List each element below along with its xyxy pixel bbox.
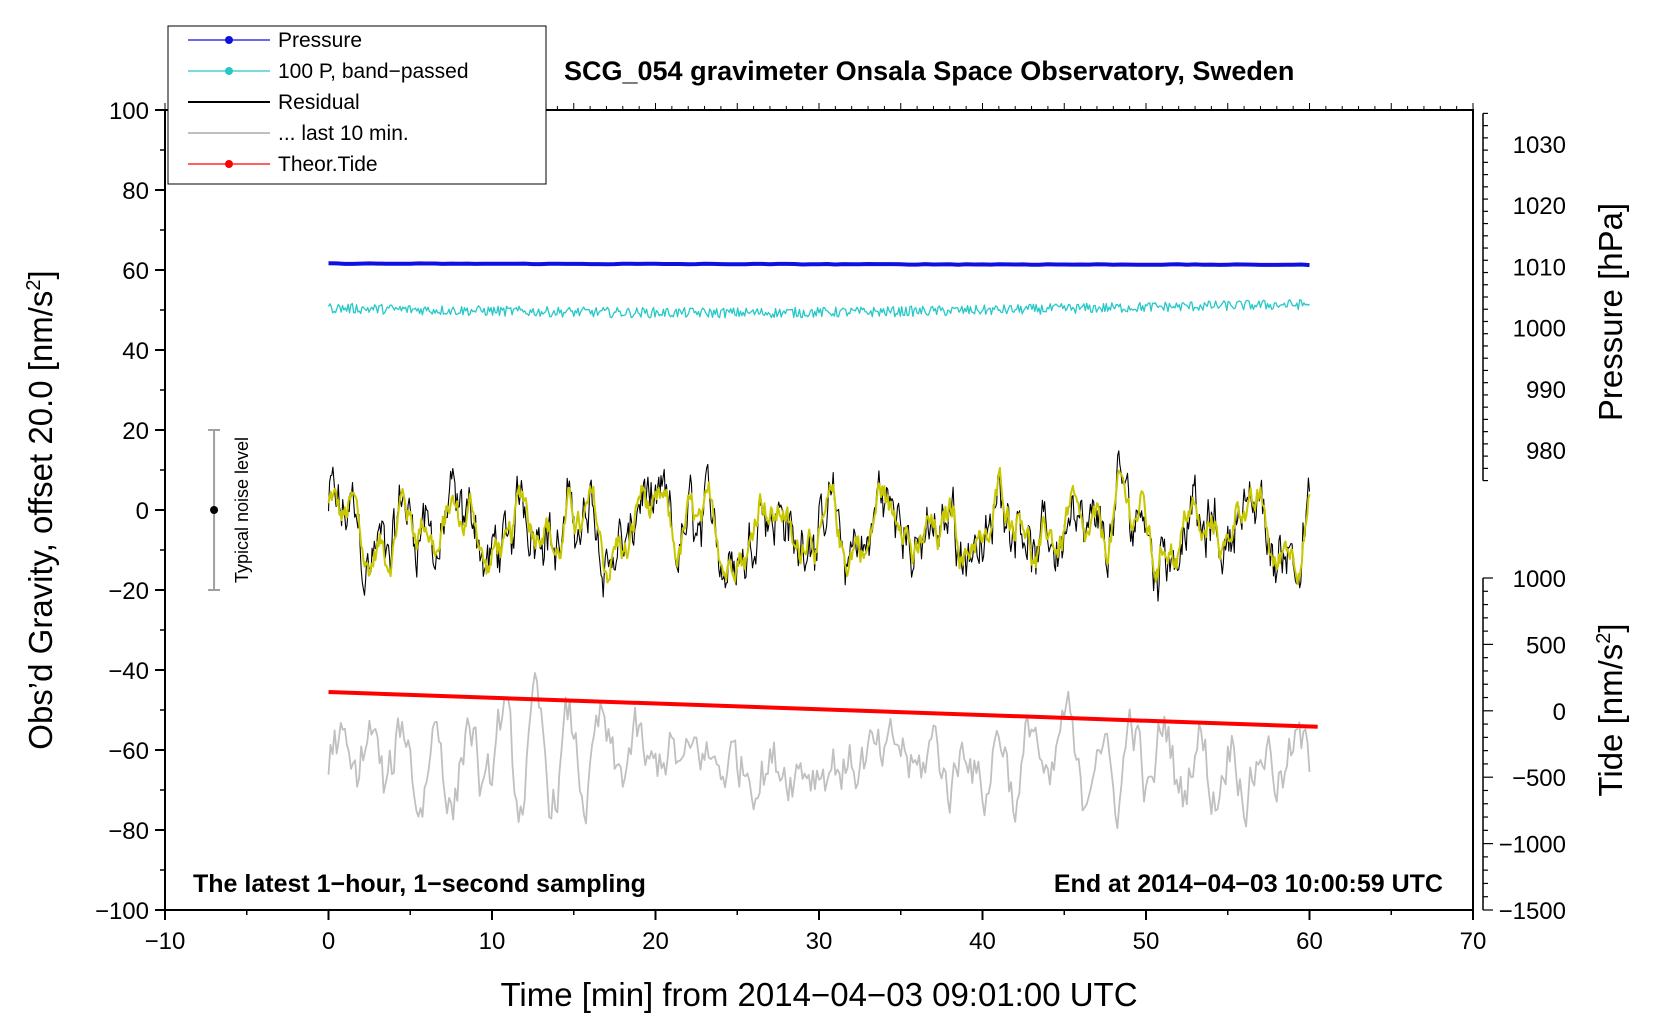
x-tick-label: −10 — [145, 928, 186, 955]
y-tick-label: 20 — [122, 418, 149, 445]
legend-label: Residual — [278, 91, 360, 114]
pressure-tick-label: 1030 — [1513, 132, 1566, 159]
x-tick-label: 60 — [1296, 928, 1323, 955]
tide-axis-ticks: −1500 −1000 −500 0 500 1000 — [1482, 566, 1566, 925]
noise-bar-center-dot — [210, 506, 219, 514]
sampling-annotation: The latest 1−hour, 1−second sampling — [193, 870, 646, 898]
tide-axis-label-close: ] — [1592, 623, 1629, 632]
tide-axis-label-sup: 2 — [1593, 633, 1615, 644]
series-100-p-band-passed — [327, 299, 1310, 319]
y-axis-label: Obs’d Gravity, offset 20.0 [nm/s2] — [22, 270, 59, 749]
y-axis-label-main: Obs’d Gravity, offset 20.0 [nm/s — [22, 291, 59, 750]
x-tick-label: 30 — [806, 928, 833, 955]
legend-label: Pressure — [278, 29, 362, 52]
noise-bar-label: Typical noise level — [232, 437, 252, 583]
x-tick-label: 10 — [479, 928, 506, 955]
series-theor-tide — [328, 690, 1318, 729]
x-tick-label: 20 — [642, 928, 669, 955]
y-axis-label-close: ] — [22, 270, 59, 279]
x-tick-label: 70 — [1460, 928, 1487, 955]
end-time-annotation: End at 2014−04−03 10:00:59 UTC — [1054, 870, 1443, 898]
tide-tick-label: −1500 — [1499, 898, 1566, 925]
y-tick-label: 0 — [136, 498, 149, 525]
legend-label: Theor.Tide — [278, 153, 378, 176]
y-tick-label: −20 — [108, 578, 149, 605]
chart-title: SCG_054 gravimeter Onsala Space Observat… — [564, 56, 1294, 86]
tide-axis-label: Tide [nm/s2] — [1592, 623, 1629, 796]
y-axis-ticks: −100 −80 −60 −40 −20 0 20 40 60 80 100 — [95, 98, 165, 925]
pressure-tick-label: 1010 — [1513, 254, 1566, 281]
series-pressure — [328, 261, 1310, 268]
tide-tick-label: −1000 — [1499, 832, 1566, 859]
pressure-tick-label: 1000 — [1513, 316, 1566, 343]
series--last-10-min- — [327, 672, 1311, 830]
y-tick-label: −40 — [108, 658, 149, 685]
x-tick-label: 40 — [969, 928, 996, 955]
pressure-axis-ticks: 980 990 1000 1010 1020 1030 — [1482, 112, 1566, 482]
pressure-tick-label: 1020 — [1513, 193, 1566, 220]
legend-swatch-marker — [225, 160, 233, 168]
legend-label: ... last 10 min. — [278, 122, 409, 145]
y-axis-label-sup: 2 — [23, 279, 45, 290]
x-axis-label: Time [min] from 2014−04−03 09:01:00 UTC — [500, 976, 1137, 1013]
y-tick-label: −100 — [95, 898, 149, 925]
tide-tick-label: 1000 — [1513, 566, 1566, 593]
y-tick-label: −60 — [108, 738, 149, 765]
legend-swatch-marker — [225, 67, 233, 75]
pressure-tick-label: 980 — [1526, 438, 1566, 465]
y-tick-label: 80 — [122, 178, 149, 205]
legend-box — [167, 25, 547, 185]
y-tick-label: 60 — [122, 258, 149, 285]
y-tick-label: 40 — [122, 338, 149, 365]
pressure-tick-label: 990 — [1526, 377, 1566, 404]
series-residual-smoothed- — [327, 466, 1311, 585]
noise-level-bar: Typical noise level — [208, 429, 252, 591]
pressure-axis-label: Pressure [hPa] — [1592, 203, 1629, 421]
x-axis-ticks: −10 0 10 20 30 40 50 60 70 — [145, 103, 1487, 955]
data-series — [327, 261, 1318, 830]
legend-label: 100 P, band−passed — [278, 60, 469, 83]
legend-swatch-marker — [225, 36, 233, 44]
x-tick-label: 0 — [322, 928, 335, 955]
tide-tick-label: 500 — [1526, 632, 1566, 659]
y-tick-label: 100 — [109, 98, 149, 125]
y-tick-label: −80 — [108, 818, 149, 845]
x-tick-label: 50 — [1133, 928, 1160, 955]
tide-tick-label: −500 — [1512, 765, 1566, 792]
tide-axis-label-main: Tide [nm/s — [1592, 644, 1629, 797]
tide-tick-label: 0 — [1553, 699, 1566, 726]
legend: Pressure 100 P, band−passed Residual ... la… — [167, 25, 547, 185]
